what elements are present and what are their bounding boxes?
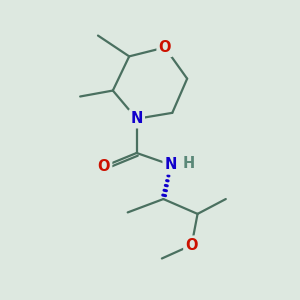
- Text: O: O: [159, 40, 171, 55]
- Text: O: O: [185, 238, 198, 253]
- Text: O: O: [98, 159, 110, 174]
- Text: N: N: [165, 158, 177, 172]
- Text: N: N: [130, 111, 143, 126]
- Text: H: H: [183, 156, 195, 171]
